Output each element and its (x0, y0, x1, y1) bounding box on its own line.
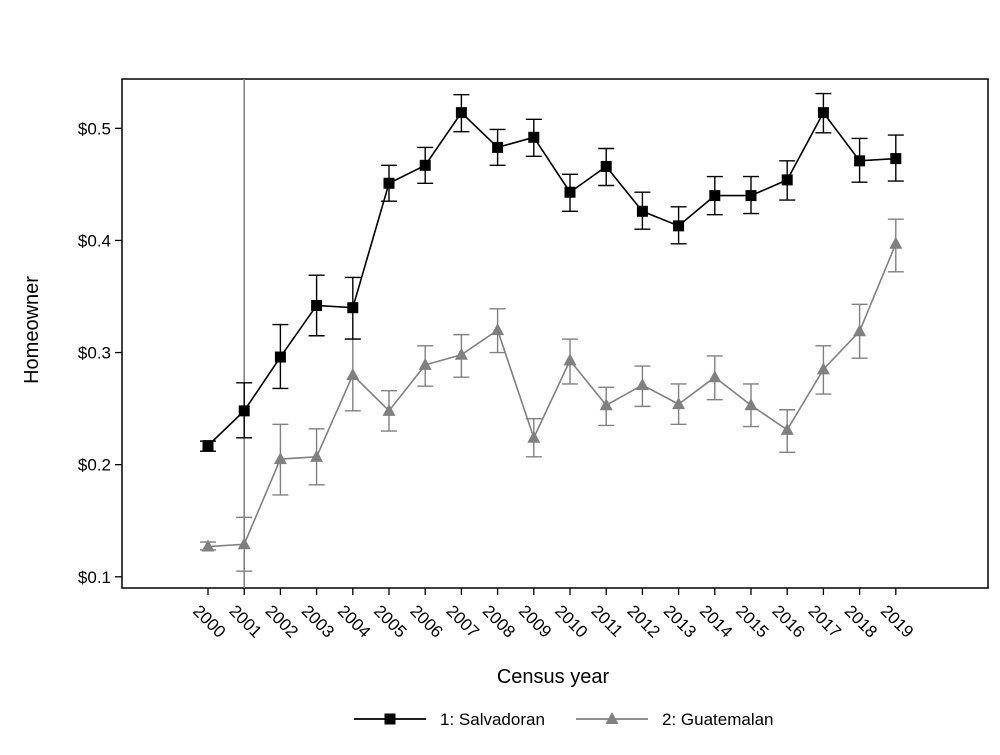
x-tick-label: 2006 (406, 601, 446, 641)
legend-label: 1: Salvadoran (440, 710, 545, 729)
y-tick-label: $0.2 (78, 456, 111, 475)
x-tick-label: 2004 (334, 601, 374, 641)
series-layer (200, 92, 904, 572)
y-tick-label: $0.1 (78, 568, 111, 587)
data-point (418, 357, 432, 370)
x-tick-label: 2017 (805, 601, 845, 641)
data-point (528, 131, 540, 143)
data-point (237, 537, 251, 550)
series-line (207, 111, 896, 447)
series-line (207, 243, 897, 548)
y-axis: $0.1 $0.2 $0.3 $0.4 $0.5 (78, 119, 122, 587)
x-tick-label: 2016 (768, 601, 808, 641)
x-tick-label: 2001 (225, 601, 265, 641)
data-point (635, 378, 649, 391)
x-tick-label: 2002 (262, 601, 302, 641)
x-tick-label: 2007 (443, 601, 483, 641)
data-point (600, 160, 612, 172)
data-point (382, 403, 396, 416)
x-tick-label: 2013 (660, 601, 700, 641)
legend: 1: Salvadoran 2: Guatemalan (354, 710, 774, 729)
x-tick-label: 2000 (189, 601, 229, 641)
data-point (202, 440, 214, 452)
data-point (854, 155, 866, 167)
data-point (708, 370, 722, 383)
data-point (890, 153, 902, 165)
x-tick-label: 2008 (479, 601, 519, 641)
data-point (672, 397, 686, 410)
y-tick-label: $0.5 (78, 119, 111, 138)
data-point (744, 398, 758, 411)
data-point (454, 347, 468, 360)
y-axis-label: Homeowner (21, 276, 43, 384)
data-point (709, 190, 721, 202)
legend-label: 2: Guatemalan (662, 710, 774, 729)
x-tick-label: 2018 (841, 601, 881, 641)
data-point (492, 141, 504, 153)
data-point (311, 299, 323, 311)
data-point (889, 236, 903, 249)
x-tick-label: 2014 (696, 601, 736, 641)
legend-marker (605, 712, 619, 724)
x-tick-label: 2010 (551, 601, 591, 641)
data-point (563, 353, 577, 366)
x-tick-label: 2005 (370, 601, 410, 641)
data-point (817, 107, 829, 119)
data-point (238, 405, 250, 417)
data-point (780, 422, 794, 435)
y-tick-label: $0.4 (78, 231, 111, 250)
data-point (853, 324, 867, 337)
legend-marker (384, 713, 396, 725)
data-point (310, 449, 324, 462)
series-2-guatemalan (200, 218, 904, 572)
y-tick-label: $0.3 (78, 344, 111, 363)
data-point (816, 362, 830, 375)
x-tick-label: 2019 (877, 601, 917, 641)
legend-item: 2: Guatemalan (576, 710, 774, 729)
x-axis-label: Census year (497, 666, 610, 688)
x-tick-label: 2003 (298, 601, 338, 641)
data-point (599, 398, 613, 411)
x-axis: 2000200120022003200420052006200720082009… (189, 588, 917, 642)
data-point (673, 220, 685, 232)
data-point (274, 351, 286, 363)
x-tick-label: 2011 (587, 601, 626, 640)
data-point (491, 323, 505, 336)
data-point (745, 190, 757, 202)
x-tick-label: 2009 (515, 601, 555, 641)
data-point (527, 430, 541, 443)
x-tick-label: 2012 (624, 601, 664, 641)
series-1-salvadoran (200, 92, 904, 452)
data-point (636, 205, 648, 217)
plot-frame (121, 78, 989, 589)
data-point (347, 302, 359, 314)
data-point (383, 177, 395, 189)
data-point (346, 367, 360, 380)
x-tick-label: 2015 (732, 601, 772, 641)
data-point (564, 186, 576, 198)
data-point (419, 159, 431, 171)
legend-item: 1: Salvadoran (354, 710, 545, 729)
data-point (455, 107, 467, 119)
data-point (201, 539, 215, 552)
data-point (273, 452, 287, 465)
data-point (781, 174, 793, 186)
